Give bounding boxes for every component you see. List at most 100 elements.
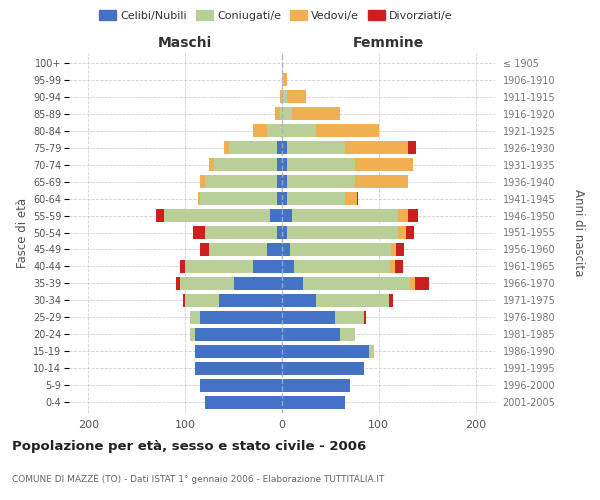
Bar bbox=[224, 141, 229, 154]
Bar bbox=[415, 277, 429, 290]
Bar bbox=[200, 311, 282, 324]
Bar bbox=[271, 209, 282, 222]
Bar bbox=[277, 158, 282, 171]
Bar bbox=[200, 243, 209, 256]
Bar bbox=[282, 158, 287, 171]
Bar bbox=[282, 362, 364, 375]
Bar bbox=[205, 175, 277, 188]
Bar bbox=[287, 90, 306, 104]
Bar bbox=[200, 175, 205, 188]
Bar bbox=[316, 124, 379, 137]
Text: COMUNE DI MAZZÈ (TO) - Dati ISTAT 1° gennaio 2006 - Elaborazione TUTTITALIA.IT: COMUNE DI MAZZÈ (TO) - Dati ISTAT 1° gen… bbox=[12, 474, 385, 484]
Bar bbox=[280, 90, 282, 104]
Bar bbox=[284, 73, 287, 86]
Bar bbox=[277, 175, 282, 188]
Bar bbox=[282, 209, 292, 222]
Bar bbox=[282, 294, 316, 307]
Bar bbox=[205, 396, 282, 409]
Bar bbox=[340, 328, 355, 341]
Bar bbox=[181, 277, 233, 290]
Bar bbox=[190, 328, 195, 341]
Bar bbox=[304, 277, 410, 290]
Bar bbox=[282, 243, 290, 256]
Bar bbox=[389, 294, 394, 307]
Text: Maschi: Maschi bbox=[158, 36, 212, 50]
Bar bbox=[214, 158, 277, 171]
Bar bbox=[290, 243, 391, 256]
Bar bbox=[253, 260, 282, 273]
Bar bbox=[156, 209, 164, 222]
Bar bbox=[398, 226, 406, 239]
Bar bbox=[292, 209, 398, 222]
Bar bbox=[277, 141, 282, 154]
Bar bbox=[282, 141, 287, 154]
Bar bbox=[282, 396, 345, 409]
Bar bbox=[282, 175, 287, 188]
Bar bbox=[195, 328, 282, 341]
Bar bbox=[209, 158, 214, 171]
Bar bbox=[277, 192, 282, 205]
Bar bbox=[364, 311, 366, 324]
Bar bbox=[268, 243, 282, 256]
Bar bbox=[282, 90, 287, 104]
Bar bbox=[190, 311, 200, 324]
Y-axis label: Anni di nascita: Anni di nascita bbox=[572, 189, 585, 276]
Bar bbox=[205, 226, 277, 239]
Bar bbox=[410, 277, 415, 290]
Bar bbox=[355, 158, 413, 171]
Bar bbox=[282, 311, 335, 324]
Bar bbox=[316, 294, 389, 307]
Bar bbox=[277, 226, 282, 239]
Bar bbox=[282, 192, 287, 205]
Bar bbox=[345, 141, 408, 154]
Bar bbox=[335, 311, 364, 324]
Bar bbox=[280, 107, 282, 120]
Bar bbox=[193, 226, 205, 239]
Bar bbox=[282, 344, 369, 358]
Bar bbox=[253, 124, 268, 137]
Bar bbox=[391, 260, 395, 273]
Text: Femmine: Femmine bbox=[353, 36, 424, 50]
Bar bbox=[282, 226, 287, 239]
Bar bbox=[395, 260, 403, 273]
Bar bbox=[200, 192, 277, 205]
Legend: Celibi/Nubili, Coniugati/e, Vedovi/e, Divorziati/e: Celibi/Nubili, Coniugati/e, Vedovi/e, Di… bbox=[95, 6, 457, 25]
Bar bbox=[355, 175, 408, 188]
Text: Popolazione per età, sesso e stato civile - 2006: Popolazione per età, sesso e stato civil… bbox=[12, 440, 366, 453]
Bar bbox=[282, 260, 293, 273]
Bar bbox=[391, 243, 396, 256]
Bar bbox=[282, 107, 292, 120]
Y-axis label: Fasce di età: Fasce di età bbox=[16, 198, 29, 268]
Bar bbox=[282, 277, 304, 290]
Bar bbox=[229, 141, 277, 154]
Bar bbox=[175, 277, 181, 290]
Bar bbox=[275, 107, 280, 120]
Bar bbox=[345, 192, 356, 205]
Bar bbox=[195, 362, 282, 375]
Bar bbox=[268, 124, 282, 137]
Bar bbox=[398, 209, 408, 222]
Bar bbox=[396, 243, 404, 256]
Bar bbox=[356, 192, 358, 205]
Bar bbox=[198, 192, 200, 205]
Bar bbox=[408, 141, 416, 154]
Bar bbox=[287, 175, 355, 188]
Bar bbox=[292, 107, 340, 120]
Bar bbox=[287, 158, 355, 171]
Bar bbox=[219, 294, 282, 307]
Bar bbox=[287, 226, 398, 239]
Bar bbox=[408, 209, 418, 222]
Bar bbox=[185, 294, 219, 307]
Bar bbox=[287, 141, 345, 154]
Bar bbox=[282, 124, 316, 137]
Bar bbox=[287, 192, 345, 205]
Bar bbox=[209, 243, 268, 256]
Bar bbox=[195, 344, 282, 358]
Bar bbox=[282, 328, 340, 341]
Bar bbox=[406, 226, 413, 239]
Bar bbox=[233, 277, 282, 290]
Bar bbox=[293, 260, 391, 273]
Bar bbox=[282, 378, 350, 392]
Bar bbox=[183, 294, 185, 307]
Bar bbox=[369, 344, 374, 358]
